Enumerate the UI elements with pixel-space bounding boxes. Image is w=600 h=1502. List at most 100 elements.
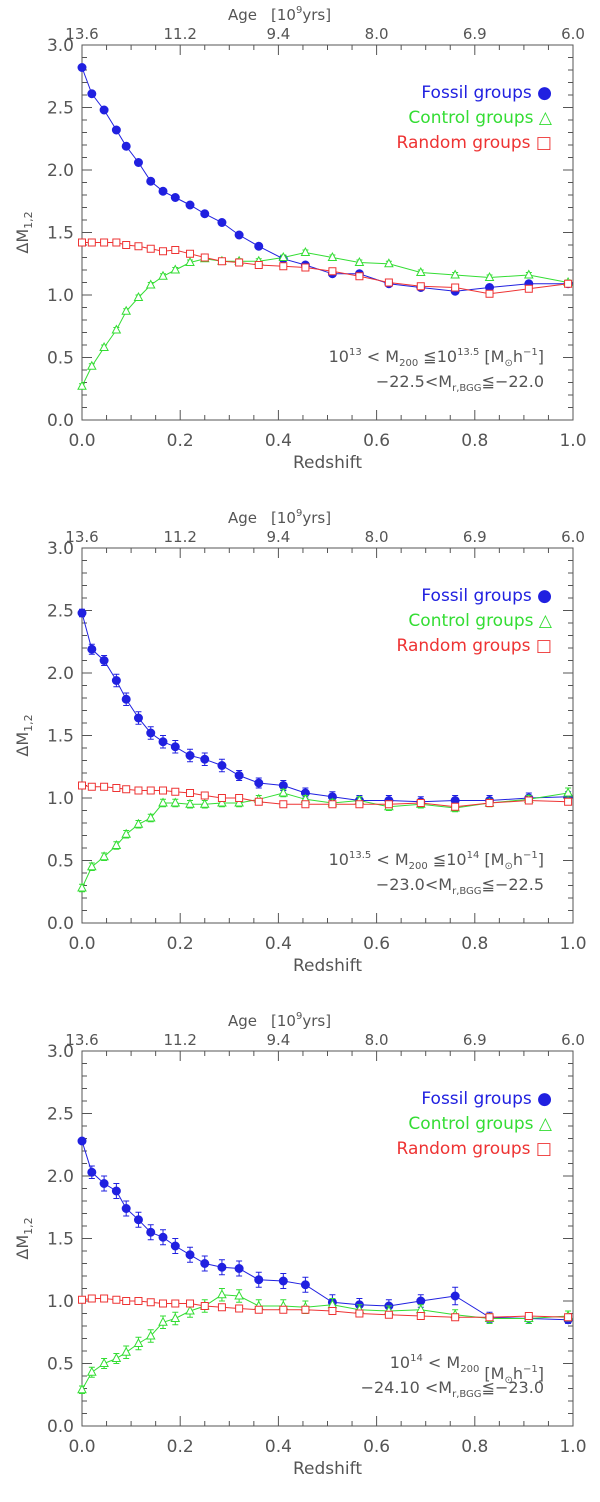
x-axis-title: Redshift: [293, 453, 362, 473]
y-tick-label: 1.5: [47, 727, 74, 747]
x-tick-label: 0.6: [363, 431, 390, 451]
data-point: [146, 786, 155, 795]
ann-sun-symbol: ⊙: [504, 358, 512, 369]
data-point: [254, 1275, 264, 1285]
legend-marker: △: [534, 108, 553, 128]
data-point: [158, 186, 168, 196]
data-point: [121, 1204, 131, 1213]
ann-text: ]: [538, 850, 544, 869]
data-point: [451, 802, 460, 811]
data-point: [133, 1337, 144, 1347]
y-tick-label: 3.0: [47, 36, 74, 56]
ann-text: < M: [371, 850, 408, 869]
annotation-bgg-range: −24.10 <Mr,BGG≦−23.0: [361, 1378, 544, 1400]
data-point: [122, 1297, 131, 1305]
top-tick-label: 8.0: [365, 1031, 389, 1049]
ann-sub: r,BGG: [452, 886, 481, 897]
ann-text: 10: [390, 1353, 410, 1372]
ann-text: ]: [538, 347, 544, 366]
data-point: [217, 1303, 226, 1312]
x-tick-label: 1.0: [559, 934, 586, 954]
series-line: [81, 1298, 569, 1318]
y-axis-title-sub: 1,2: [22, 211, 35, 229]
annotation-bgg-range: −22.5<Mr,BGG≦−22.0: [376, 372, 544, 394]
data-point: [158, 1232, 168, 1242]
data-point: [185, 256, 195, 266]
top-tick-label: 6.0: [561, 528, 585, 546]
data-point: [524, 284, 533, 293]
y-tick-label: 2.0: [47, 664, 74, 684]
y-tick-label: 2.0: [47, 1167, 74, 1187]
data-point: [170, 797, 181, 807]
data-point: [133, 158, 143, 167]
series-square: [78, 1294, 573, 1322]
data-point: [77, 608, 87, 618]
data-point: [234, 1290, 244, 1300]
legend-entry: Control groups △: [408, 1114, 552, 1134]
data-point: [328, 267, 337, 276]
data-point: [254, 797, 263, 806]
y-axis-title-main: ΔM: [13, 1235, 32, 1260]
y-tick-label: 1.0: [47, 1292, 74, 1312]
ann-text: 10: [329, 850, 349, 869]
data-point: [200, 791, 209, 800]
data-point: [416, 1296, 426, 1306]
data-point: [111, 1186, 121, 1196]
data-point: [328, 800, 337, 809]
data-point: [301, 800, 310, 809]
top-axis-unit-pre: [10: [271, 1012, 296, 1030]
top-axis-unit-pre: [10: [271, 6, 296, 24]
data-point: [485, 1313, 494, 1322]
data-point: [217, 1289, 227, 1299]
legend-marker: ●: [532, 586, 552, 606]
data-point: [217, 794, 226, 802]
annotation-bgg-range: −23.0<Mr,BGG≦−22.5: [376, 875, 544, 897]
data-point: [416, 1312, 425, 1320]
chart-panel-2: 0.0 13.6 0.2 11.2 0.4 9.4 0.6 8.0 0.8 6.9 1.0 6.0 0.…: [13, 508, 587, 976]
data-point: [217, 257, 226, 266]
data-point: [158, 270, 168, 280]
series-line: [81, 251, 569, 387]
data-point: [87, 1294, 96, 1303]
data-point: [301, 263, 310, 272]
data-point: [234, 230, 244, 240]
series-square: [78, 781, 573, 811]
data-point: [111, 324, 122, 334]
data-point: [278, 1276, 288, 1286]
data-point: [354, 256, 365, 266]
top-tick-label: 6.9: [463, 1031, 487, 1049]
top-axis-title: Age [109yrs]: [228, 1011, 331, 1030]
data-point: [217, 218, 227, 227]
data-point: [217, 761, 227, 770]
data-point: [86, 1366, 97, 1376]
ann-sub: r,BGG: [452, 1389, 481, 1400]
x-tick-label: 0.8: [461, 1437, 488, 1457]
data-point: [200, 1259, 210, 1268]
ann-text: < M: [362, 347, 399, 366]
data-point: [145, 1330, 156, 1340]
series-circle: [77, 1136, 573, 1325]
y-tick-label: 0.5: [47, 349, 74, 369]
legend-marker: □: [531, 1139, 552, 1159]
data-point: [484, 271, 495, 281]
series-triangle: [77, 787, 573, 893]
data-point: [235, 1304, 244, 1313]
top-tick-label: 13.6: [65, 1031, 98, 1049]
y-tick-label: 3.0: [47, 539, 74, 559]
data-point: [121, 828, 132, 838]
data-point: [563, 787, 573, 797]
y-axis-title-main: ΔM: [13, 732, 32, 757]
top-tick-label: 8.0: [365, 25, 389, 43]
data-point: [77, 380, 87, 390]
data-point: [170, 742, 180, 752]
ann-sub: r,BGG: [452, 383, 481, 394]
data-point: [121, 305, 132, 315]
data-point: [171, 1299, 180, 1308]
series-triangle: [77, 246, 573, 390]
data-point: [328, 1307, 337, 1315]
data-point: [111, 676, 121, 685]
data-point: [384, 258, 394, 268]
data-point: [133, 1215, 143, 1225]
x-tick-label: 0.4: [265, 934, 292, 954]
data-point: [327, 251, 338, 261]
